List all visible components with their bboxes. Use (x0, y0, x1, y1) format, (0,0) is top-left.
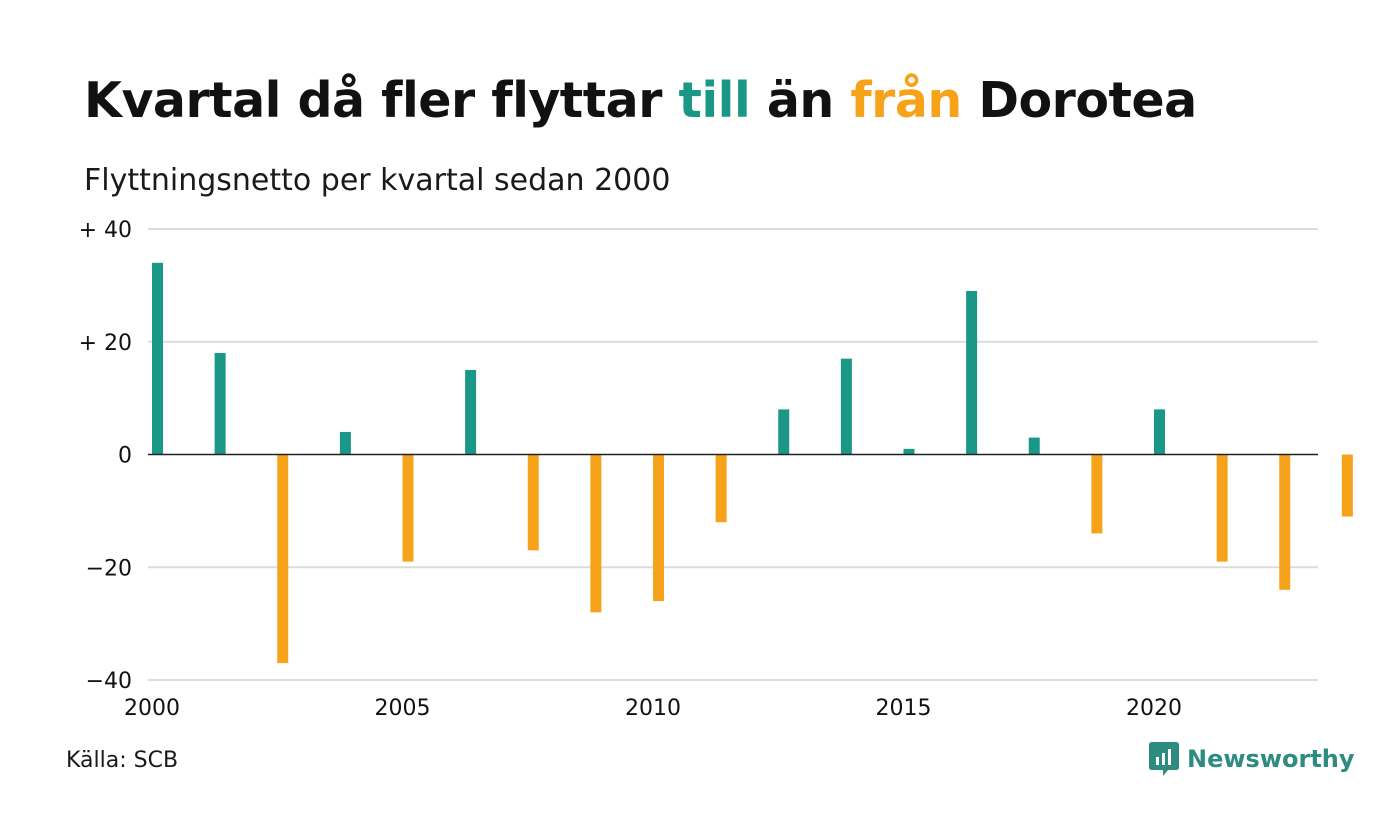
chart-title: Kvartal då fler flyttar till än från Dor… (84, 72, 1197, 129)
bar (214, 353, 226, 455)
bars (152, 262, 1353, 664)
x-tick-label: 2010 (625, 696, 681, 721)
bar (1341, 454, 1353, 517)
x-tick-label: 2005 (375, 696, 431, 721)
newsworthy-logo: Newsworthy (1149, 742, 1355, 776)
x-tick-label: 2000 (124, 696, 180, 721)
bar (966, 291, 978, 455)
bar (653, 454, 664, 602)
y-tick-label: −20 (86, 556, 132, 581)
bar (1028, 437, 1040, 455)
bar (1216, 454, 1228, 562)
bar (277, 454, 289, 664)
title-fran-word: från (850, 72, 962, 129)
y-tick-label: + 20 (79, 331, 132, 356)
x-tick-label: 2015 (876, 696, 932, 721)
bar-chart: + 40 + 20 0 −20 −40 2000 2005 2010 2015 2020 (79, 218, 1353, 721)
y-tick-label: + 40 (79, 218, 132, 243)
bar (1279, 454, 1291, 590)
newsworthy-logo-icon (1149, 742, 1179, 776)
bar (840, 358, 852, 455)
bar (1154, 409, 1165, 455)
y-tick-label: 0 (118, 444, 132, 469)
y-tick-label: −40 (86, 669, 132, 694)
bar (903, 448, 915, 455)
x-axis-labels: 2000 2005 2010 2015 2020 (124, 696, 1182, 721)
y-axis-labels: + 40 + 20 0 −20 −40 (79, 218, 132, 694)
title-part-3: Dorotea (961, 72, 1197, 129)
bar (527, 454, 539, 551)
bar (1091, 454, 1103, 534)
bar (778, 409, 790, 455)
bar (402, 454, 414, 562)
source-note: Källa: SCB (66, 748, 179, 773)
title-part-1: Kvartal då fler flyttar (84, 72, 679, 129)
x-tick-label: 2020 (1126, 696, 1182, 721)
title-part-2: än (750, 72, 851, 129)
chart-subtitle: Flyttningsnetto per kvartal sedan 2000 (84, 163, 671, 198)
bar (152, 262, 163, 455)
bar (715, 454, 727, 523)
gridlines (148, 228, 1318, 681)
bar (339, 431, 351, 455)
title-till-word: till (678, 72, 751, 129)
newsworthy-logo-text: Newsworthy (1187, 745, 1355, 773)
bar (465, 369, 477, 455)
bar (590, 454, 602, 613)
